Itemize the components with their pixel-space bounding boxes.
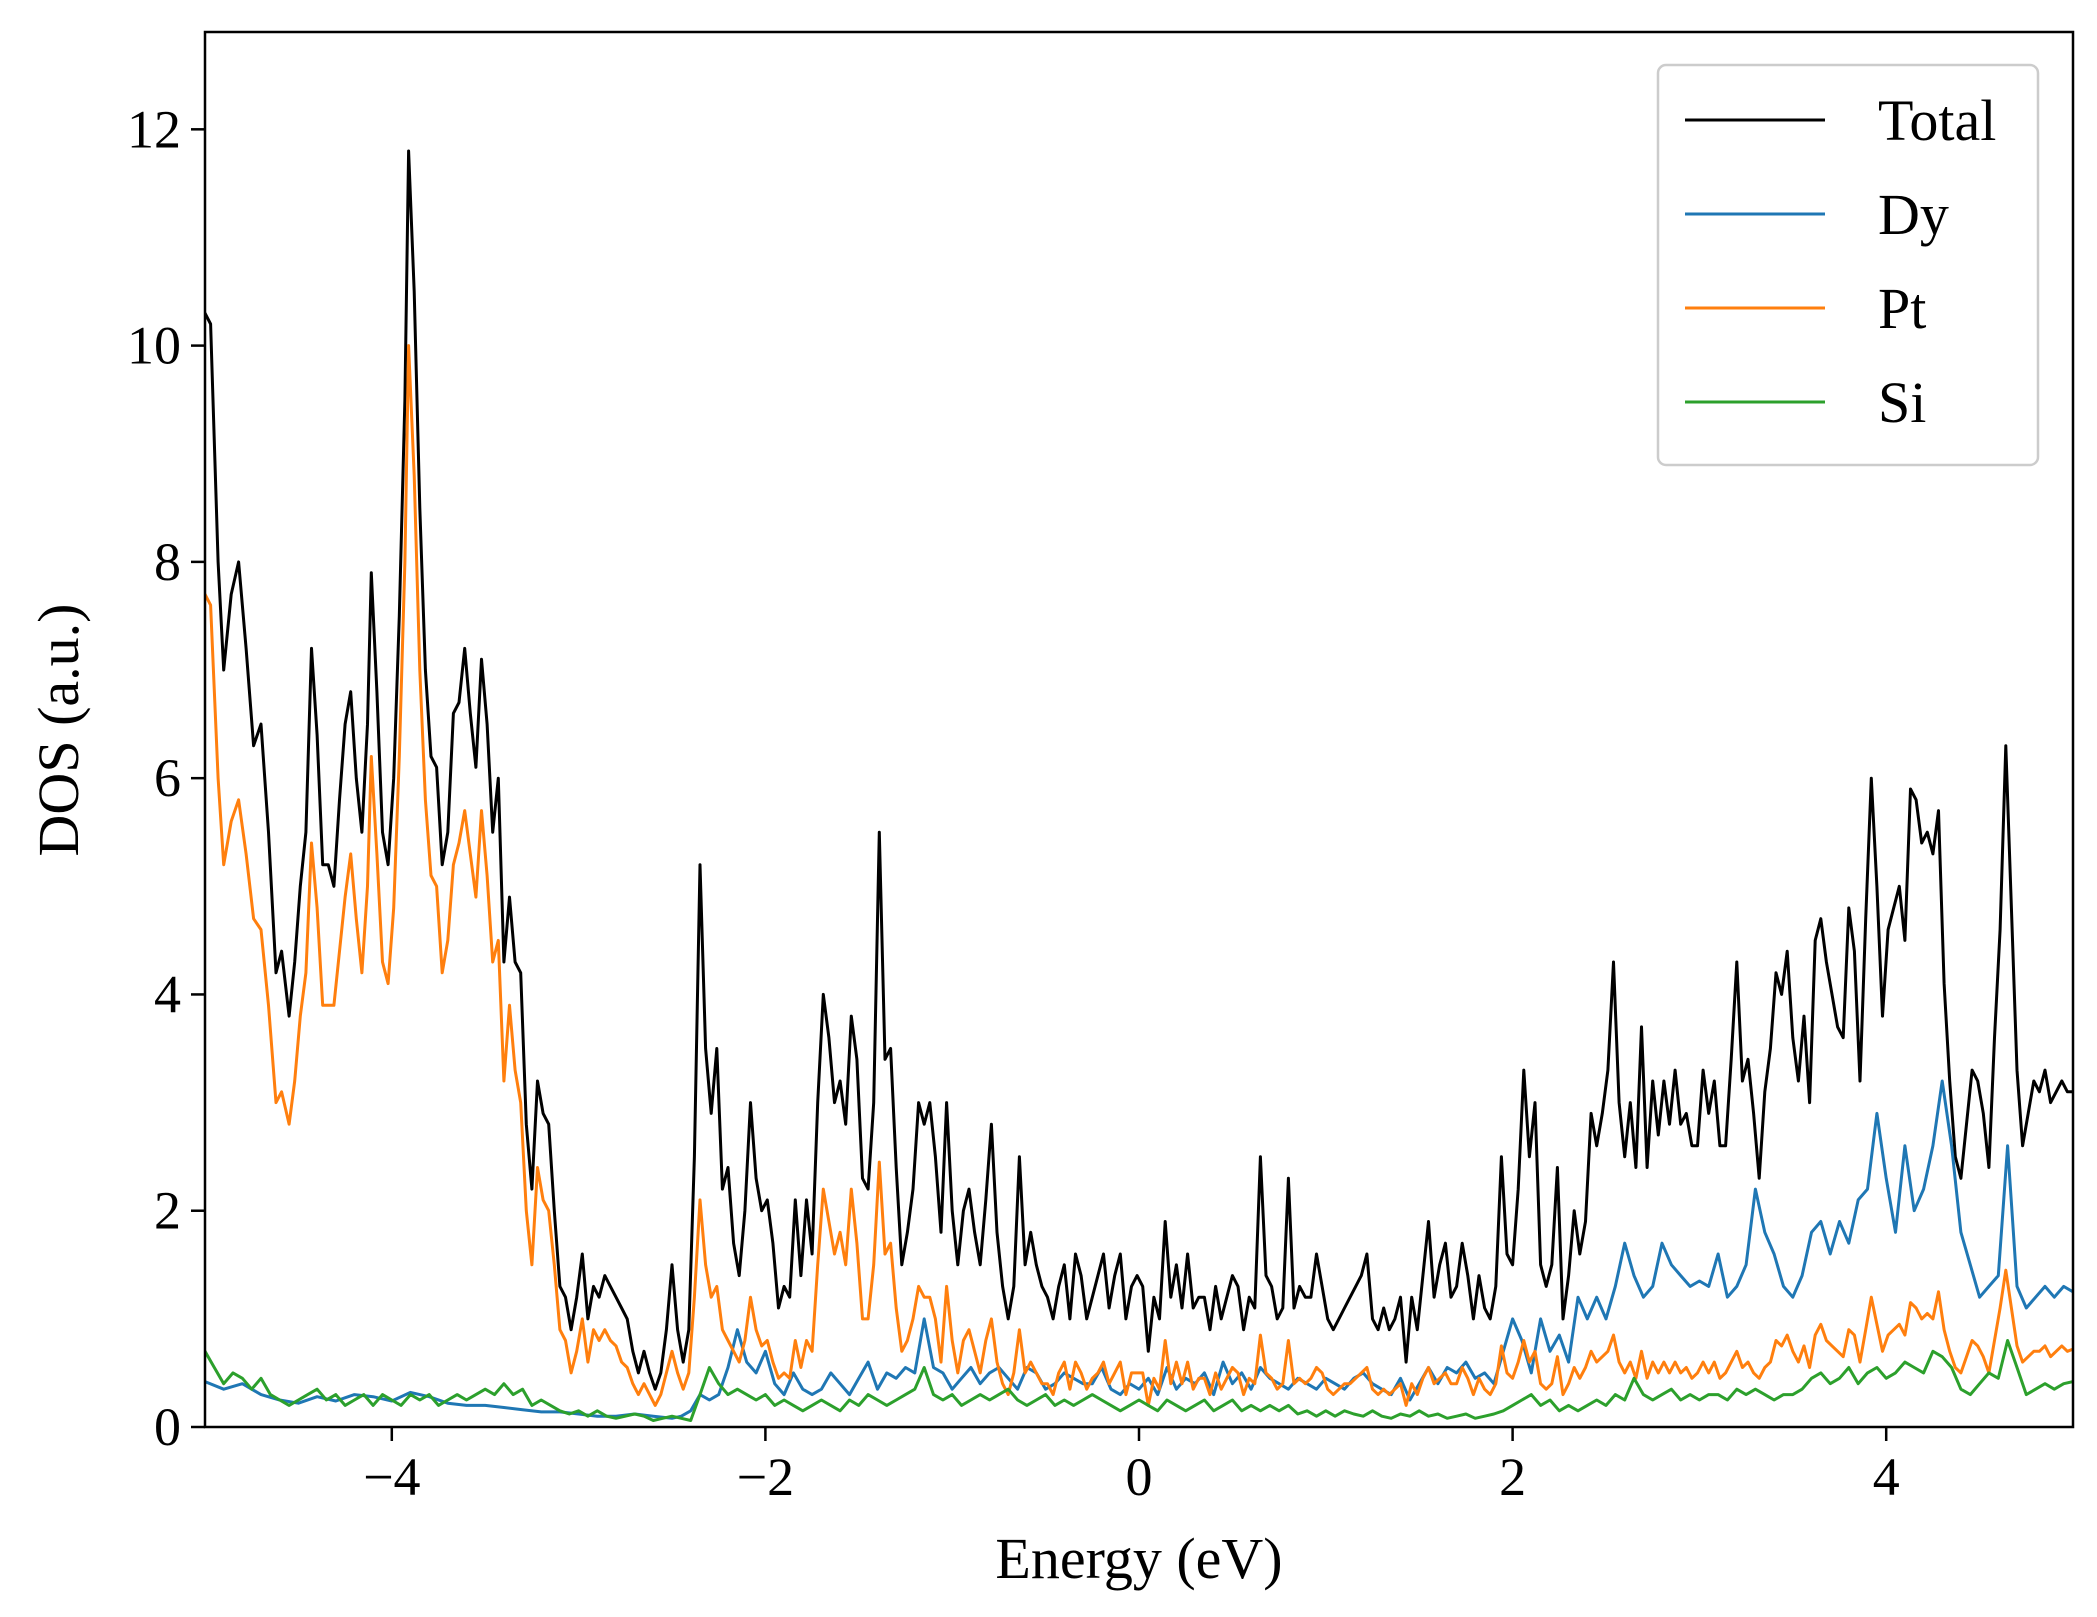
series-line-total [205,149,2073,1391]
y-tick-label: 8 [154,532,181,592]
y-tick-label: 6 [154,748,181,808]
y-tick-label: 0 [154,1397,181,1457]
y-tick-label: 10 [127,316,181,376]
series-line-si [205,1339,2073,1422]
x-tick-label: 2 [1499,1447,1526,1507]
x-tick-label: −2 [737,1447,794,1507]
legend-items: Total Dy Pt Si [1685,88,1996,435]
x-axis-label: Energy (eV) [995,1526,1282,1591]
x-tick-label: 4 [1873,1447,1900,1507]
series-line-pt [205,344,2073,1407]
legend-label-total: Total [1878,88,1996,153]
x-axis-ticks: −4 −2 0 2 4 [363,1427,1900,1507]
x-tick-label: −4 [363,1447,420,1507]
legend: Total Dy Pt Si [1656,63,2040,467]
legend-label-si: Si [1878,370,1926,435]
legend-box [1656,63,2040,467]
y-axis-ticks: 0 2 4 6 8 10 12 [127,99,205,1457]
legend-label-pt: Pt [1878,276,1926,341]
series-layer [205,149,2073,1422]
y-tick-label: 4 [154,964,181,1024]
legend-label-dy: Dy [1878,182,1949,247]
x-tick-label: 0 [1126,1447,1153,1507]
y-tick-label: 12 [127,99,181,159]
y-axis-label: DOS (a.u.) [26,604,91,857]
y-tick-label: 2 [154,1181,181,1241]
